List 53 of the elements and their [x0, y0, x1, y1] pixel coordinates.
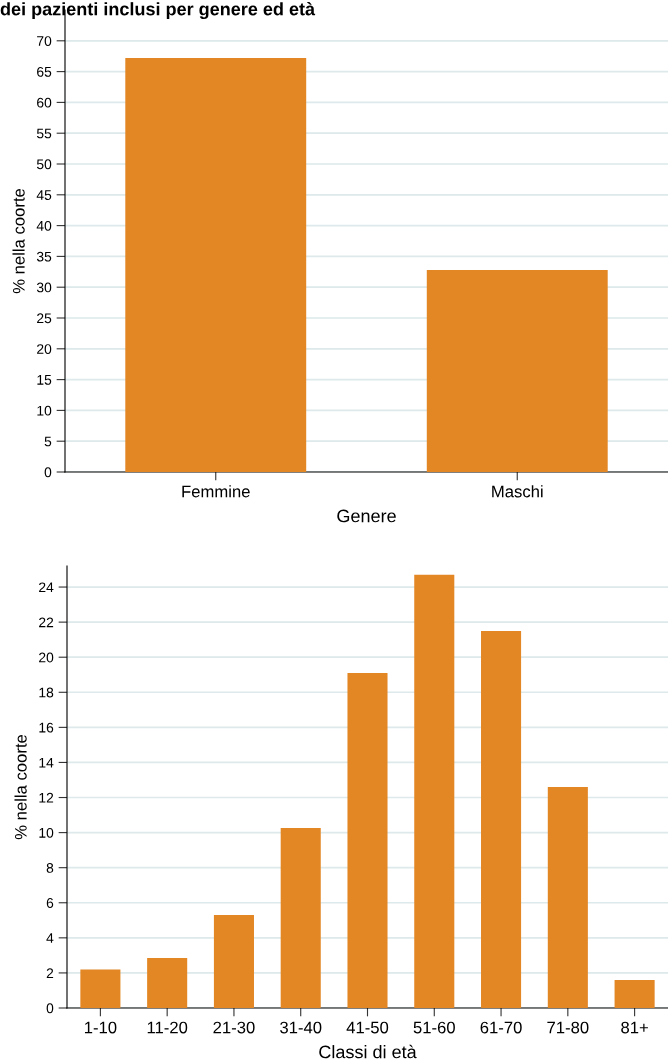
bar: [347, 672, 388, 1008]
y-tick-label: 30: [36, 282, 52, 293]
bar: [481, 630, 522, 1008]
y-tick-label: 14: [39, 757, 54, 768]
bar: [614, 979, 655, 1008]
y-tick-label: 25: [37, 313, 52, 324]
y-tick-label: 5: [44, 436, 52, 447]
y-axis-title: % nella coorte: [12, 188, 25, 294]
y-tick-label: 50: [36, 159, 52, 170]
y-tick-label: 45: [36, 190, 52, 200]
y-tick-label: 2: [46, 968, 54, 978]
y-tick-label: 18: [39, 687, 54, 698]
y-tick-label: 35: [36, 251, 52, 262]
bar: [414, 574, 455, 1008]
x-tick-label: 81+: [621, 1021, 648, 1034]
x-axis-title: Genere: [337, 509, 396, 523]
y-tick-label: 4: [46, 933, 54, 943]
bar: [80, 969, 121, 1008]
bar: [213, 915, 254, 1008]
x-tick-label: 21-30: [213, 1021, 255, 1034]
x-tick-label: 61-70: [480, 1021, 522, 1034]
y-tick-label: 12: [39, 792, 54, 803]
x-tick-label: 31-40: [280, 1021, 322, 1034]
x-axis-title: Classi di età: [319, 1044, 417, 1059]
x-tick-label: Femmine: [182, 485, 250, 498]
x-tick-label: 11-20: [147, 1021, 188, 1034]
y-tick-label: 10: [39, 827, 54, 838]
y-tick-label: 0: [46, 1003, 54, 1014]
y-tick-label: 65: [37, 66, 52, 77]
x-tick-label: 41-50: [346, 1021, 389, 1034]
chart-title: dei pazienti inclusi per genere ed età: [0, 2, 316, 20]
y-tick-label: 24: [39, 582, 54, 593]
y-tick-label: 20: [37, 344, 52, 354]
y-tick-label: 55: [36, 128, 52, 139]
y-tick-label: 70: [37, 36, 52, 46]
bar: [547, 787, 588, 1008]
y-tick-label: 40: [36, 220, 52, 231]
y-tick-label: 16: [39, 722, 54, 733]
bar: [280, 828, 321, 1008]
x-tick-label: Maschi: [492, 485, 543, 498]
y-tick-label: 22: [39, 617, 54, 628]
y-tick-label: 60: [37, 97, 52, 108]
y-tick-label: 15: [37, 375, 52, 385]
bar: [147, 958, 188, 1008]
y-tick-label: 8: [46, 863, 54, 873]
y-tick-label: 20: [39, 652, 54, 663]
y-axis-title: % nella coorte: [14, 734, 27, 840]
x-tick-label: 1-10: [84, 1021, 117, 1034]
x-tick-label: 71-80: [547, 1021, 589, 1034]
y-tick-label: 0: [44, 467, 52, 478]
y-tick-label: 10: [37, 405, 52, 416]
x-tick-label: 51-60: [413, 1021, 455, 1034]
y-tick-label: 6: [46, 898, 54, 908]
